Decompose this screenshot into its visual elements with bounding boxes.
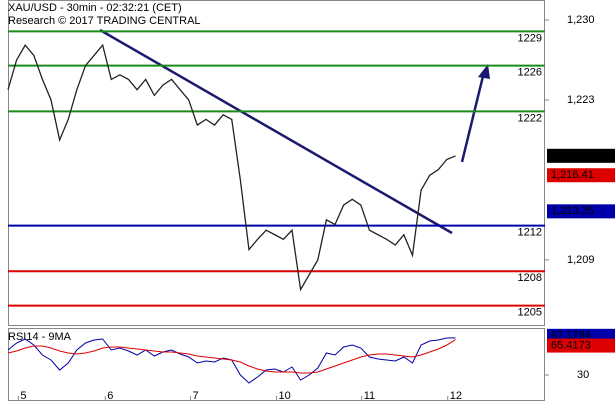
level-label: 1208	[518, 272, 542, 284]
level-label: 1212	[518, 227, 542, 239]
price-tag	[547, 204, 615, 219]
y-tick-label: 1,223	[567, 94, 595, 106]
price-tag-label: 1,213.25	[551, 205, 594, 217]
y-tick-label: 1,230	[567, 14, 595, 26]
rsi-tag	[547, 338, 615, 353]
price-line	[7, 43, 456, 292]
arrow	[460, 71, 486, 163]
rsi-line	[7, 339, 456, 374]
price-tag	[547, 148, 615, 163]
rsi-title: RSI14 - 9MA	[8, 331, 72, 343]
trendline	[99, 28, 453, 235]
rsi-tag-label: 65.4173	[551, 339, 591, 351]
price-tag-label: 1,218.11	[551, 150, 593, 162]
y-tick-label: 1,209	[567, 254, 595, 266]
main-panel	[8, 0, 545, 326]
x-tick-label: 7	[192, 390, 198, 402]
x-tick-label: 5	[20, 390, 26, 402]
level-label: 1229	[518, 32, 542, 44]
chart-subtitle: Research © 2017 TRADING CENTRAL	[8, 15, 201, 27]
x-tick-label: 11	[364, 390, 375, 402]
level-label: 1226	[518, 67, 542, 79]
level-label: 1222	[518, 112, 542, 124]
rsi-panel	[8, 328, 545, 401]
x-tick-label: 6	[107, 390, 113, 402]
price-tag-label: 1,216.41	[551, 169, 594, 181]
x-tick-label: 12	[450, 390, 462, 402]
arrow-head	[478, 64, 490, 79]
price-tag	[547, 168, 615, 183]
rsi-tick-label: 30	[577, 369, 589, 381]
x-tick-label: 10	[279, 390, 291, 402]
chart-title: XAU/USD - 30min - 02:32:21 (CET)	[8, 2, 182, 14]
level-label: 1205	[518, 306, 542, 318]
